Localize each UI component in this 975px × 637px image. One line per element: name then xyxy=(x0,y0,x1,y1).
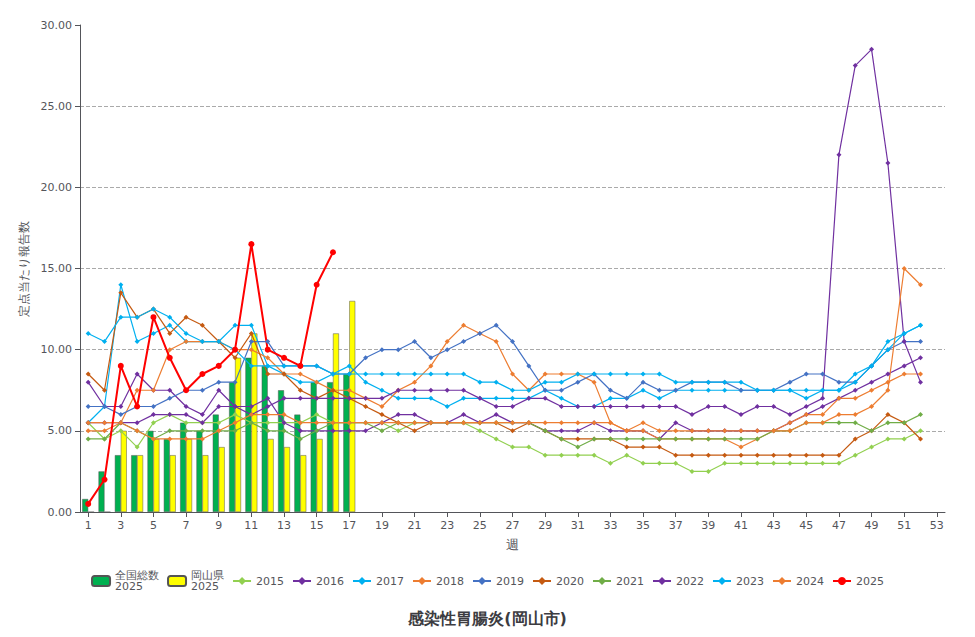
svg-text:47: 47 xyxy=(832,519,846,532)
svg-text:2015: 2015 xyxy=(256,575,284,588)
svg-text:41: 41 xyxy=(734,519,748,532)
svg-text:2017: 2017 xyxy=(376,575,404,588)
svg-text:2019: 2019 xyxy=(496,575,524,588)
svg-text:49: 49 xyxy=(865,519,879,532)
svg-text:5.00: 5.00 xyxy=(48,424,73,437)
svg-text:2020: 2020 xyxy=(556,575,584,588)
svg-text:2025: 2025 xyxy=(191,580,219,593)
svg-text:2016: 2016 xyxy=(316,575,344,588)
svg-text:2025: 2025 xyxy=(856,575,884,588)
svg-text:7: 7 xyxy=(183,519,190,532)
svg-text:岡山県: 岡山県 xyxy=(191,569,224,582)
svg-text:11: 11 xyxy=(244,519,258,532)
svg-text:15: 15 xyxy=(310,519,324,532)
svg-text:21: 21 xyxy=(408,519,422,532)
svg-text:定点当たり報告数: 定点当たり報告数 xyxy=(17,221,31,317)
svg-text:45: 45 xyxy=(799,519,813,532)
svg-text:感染性胃腸炎(岡山市): 感染性胃腸炎(岡山市) xyxy=(407,609,567,628)
svg-text:2025: 2025 xyxy=(115,580,143,593)
svg-text:13: 13 xyxy=(277,519,291,532)
svg-text:37: 37 xyxy=(669,519,683,532)
svg-text:9: 9 xyxy=(215,519,222,532)
svg-text:10.00: 10.00 xyxy=(41,343,73,356)
svg-text:25: 25 xyxy=(473,519,487,532)
svg-text:43: 43 xyxy=(767,519,781,532)
svg-text:39: 39 xyxy=(701,519,715,532)
svg-text:25.00: 25.00 xyxy=(41,100,73,113)
svg-text:2023: 2023 xyxy=(736,575,764,588)
svg-text:3: 3 xyxy=(117,519,124,532)
svg-text:19: 19 xyxy=(375,519,389,532)
svg-text:29: 29 xyxy=(538,519,552,532)
svg-text:17: 17 xyxy=(342,519,356,532)
svg-text:5: 5 xyxy=(150,519,157,532)
svg-text:2021: 2021 xyxy=(616,575,644,588)
svg-text:1: 1 xyxy=(85,519,92,532)
svg-text:2024: 2024 xyxy=(796,575,824,588)
svg-text:2018: 2018 xyxy=(436,575,464,588)
svg-text:35: 35 xyxy=(636,519,650,532)
svg-text:全国総数: 全国総数 xyxy=(115,569,159,582)
svg-text:33: 33 xyxy=(603,519,617,532)
svg-text:23: 23 xyxy=(440,519,454,532)
svg-text:20.00: 20.00 xyxy=(41,181,73,194)
svg-text:27: 27 xyxy=(506,519,520,532)
svg-text:30.00: 30.00 xyxy=(41,19,73,32)
svg-text:53: 53 xyxy=(930,519,944,532)
svg-text:31: 31 xyxy=(571,519,585,532)
svg-text:2022: 2022 xyxy=(676,575,704,588)
svg-text:週: 週 xyxy=(506,537,519,552)
svg-text:0.00: 0.00 xyxy=(48,506,73,519)
svg-text:51: 51 xyxy=(897,519,911,532)
svg-text:15.00: 15.00 xyxy=(41,262,73,275)
